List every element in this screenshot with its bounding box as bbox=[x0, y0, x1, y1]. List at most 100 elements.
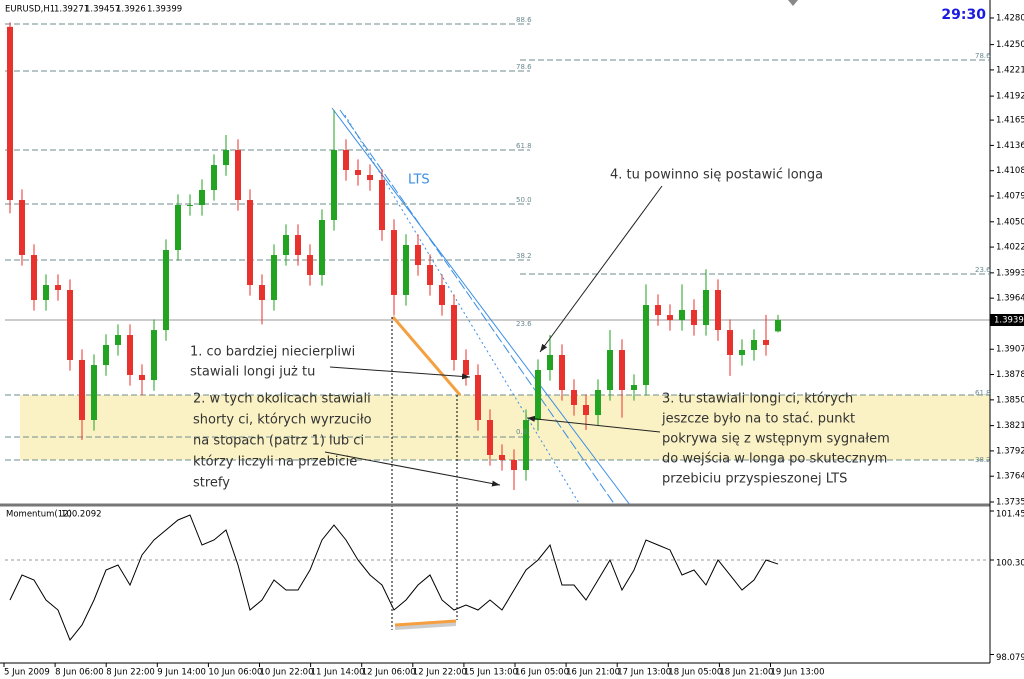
candle-body bbox=[55, 285, 61, 290]
candle-body bbox=[295, 235, 301, 255]
support-zone bbox=[20, 395, 990, 460]
candle-body bbox=[67, 289, 73, 360]
candle-body bbox=[751, 339, 757, 351]
candle-body bbox=[595, 389, 601, 416]
candle-body bbox=[703, 289, 709, 325]
candle-body bbox=[7, 26, 13, 201]
candle-body bbox=[223, 150, 229, 166]
note: strefy bbox=[193, 476, 230, 491]
candle-body bbox=[499, 455, 505, 460]
candle-body bbox=[403, 244, 409, 295]
y-tick-label: 1.38210 bbox=[996, 421, 1024, 431]
candle-body bbox=[523, 420, 529, 471]
candle-body bbox=[199, 189, 205, 205]
candle-body bbox=[667, 315, 673, 321]
fib-label: 61.8 bbox=[975, 389, 991, 397]
candle-body bbox=[331, 150, 337, 221]
note: na stopach (patrz 1) lub ci bbox=[193, 434, 364, 449]
x-tick-label: 10 Jun 06:00 bbox=[208, 668, 262, 678]
y-tick-label: 101.4588 bbox=[996, 510, 1024, 520]
trend-line bbox=[339, 109, 616, 506]
x-tick-label: 10 Jun 22:00 bbox=[260, 668, 314, 678]
lts-label: LTS bbox=[408, 173, 430, 188]
y-tick-label: 1.37350 bbox=[996, 497, 1024, 507]
ohlc: 1.3926 bbox=[116, 5, 146, 15]
candle-body bbox=[355, 170, 361, 175]
y-tick-label: 1.39070 bbox=[996, 345, 1024, 355]
candle-body bbox=[103, 344, 109, 366]
arrow bbox=[526, 415, 661, 433]
fib-label: 78.6 bbox=[516, 63, 532, 71]
candle-body bbox=[91, 365, 97, 421]
note: którzy liczyli na przebicie bbox=[193, 455, 357, 470]
y-tick-label: 1.38785 bbox=[996, 370, 1024, 380]
candle-body bbox=[451, 305, 457, 360]
candle-body bbox=[187, 205, 193, 206]
candle-body bbox=[643, 305, 649, 386]
x-tick-label: 18 Jun 21:00 bbox=[719, 668, 773, 678]
arrow bbox=[324, 451, 501, 487]
candle-body bbox=[463, 359, 469, 375]
candle-body bbox=[679, 309, 685, 321]
momentum-line bbox=[9, 514, 779, 641]
candle-body bbox=[139, 374, 145, 381]
x-tick-label: 16 Jun 05:00 bbox=[515, 668, 569, 678]
y-tick-label: 1.42500 bbox=[996, 40, 1024, 50]
candle-body bbox=[559, 355, 565, 390]
x-tick-label: 18 Jun 05:00 bbox=[668, 668, 722, 678]
y-tick-label: 1.40505 bbox=[996, 217, 1024, 227]
arrow bbox=[329, 366, 471, 380]
y-tick-label: 1.41650 bbox=[996, 116, 1024, 126]
candle-body bbox=[319, 220, 325, 275]
candle-body bbox=[271, 255, 277, 301]
candle-body bbox=[547, 355, 553, 371]
candle-body bbox=[31, 255, 37, 301]
fib-label: 61.8 bbox=[516, 142, 532, 150]
fib-label: 88.6 bbox=[516, 16, 532, 24]
y-tick-label: 100.3048 bbox=[996, 559, 1024, 569]
ohlc: 1.39399 bbox=[147, 5, 182, 15]
orange-shadow bbox=[394, 622, 457, 630]
timer: 29:30 bbox=[941, 7, 986, 23]
candle-body bbox=[655, 305, 661, 316]
x-tick-label: 11 Jun 14:00 bbox=[311, 668, 365, 678]
y-tick-label: 1.41920 bbox=[996, 92, 1024, 102]
x-tick-label: 17 Jun 13:00 bbox=[617, 668, 671, 678]
note: jeszcze było na to stać. punkt bbox=[661, 412, 855, 427]
marker bbox=[788, 0, 798, 6]
indicator-value: 100.2092 bbox=[61, 510, 102, 520]
x-tick-label: 8 Jun 06:00 bbox=[55, 668, 104, 678]
candle-body bbox=[163, 250, 169, 331]
x-tick-label: 5 Jun 2009 bbox=[4, 668, 50, 678]
candle-body bbox=[283, 235, 289, 255]
ohlc: 1.39271 bbox=[54, 5, 89, 15]
trend-line bbox=[344, 114, 581, 506]
y-tick-label: 1.42800 bbox=[996, 13, 1024, 23]
note: 1. co bardziej niecierpliwi bbox=[190, 345, 355, 360]
y-tick-label: 1.40220 bbox=[996, 243, 1024, 253]
note: do wejścia w longa po skutecznym bbox=[662, 452, 887, 467]
note: stawiali longi już tu bbox=[190, 365, 315, 380]
orange-line bbox=[391, 316, 462, 396]
y-tick-label: 1.41080 bbox=[996, 166, 1024, 176]
candle-body bbox=[475, 374, 481, 421]
candle-body bbox=[607, 350, 613, 390]
candle-body bbox=[151, 330, 157, 381]
candle-body bbox=[535, 370, 541, 421]
x-tick-label: 15 Jun 13:00 bbox=[464, 668, 518, 678]
candle-body bbox=[691, 309, 697, 325]
y-tick-label: 1.38500 bbox=[996, 395, 1024, 405]
price-box bbox=[990, 314, 1024, 326]
candle-body bbox=[739, 350, 745, 355]
y-tick-label: 1.37640 bbox=[996, 472, 1024, 482]
note: przebiciu przyspieszonej LTS bbox=[662, 472, 847, 487]
candle-body bbox=[235, 150, 241, 201]
x-tick-label: 19 Jun 13:00 bbox=[771, 668, 825, 678]
candle-body bbox=[307, 255, 313, 275]
candle-body bbox=[43, 285, 49, 301]
note: 4. tu powinno się postawić longa bbox=[610, 168, 823, 183]
symbol: EURUSD,H1 bbox=[5, 5, 55, 15]
